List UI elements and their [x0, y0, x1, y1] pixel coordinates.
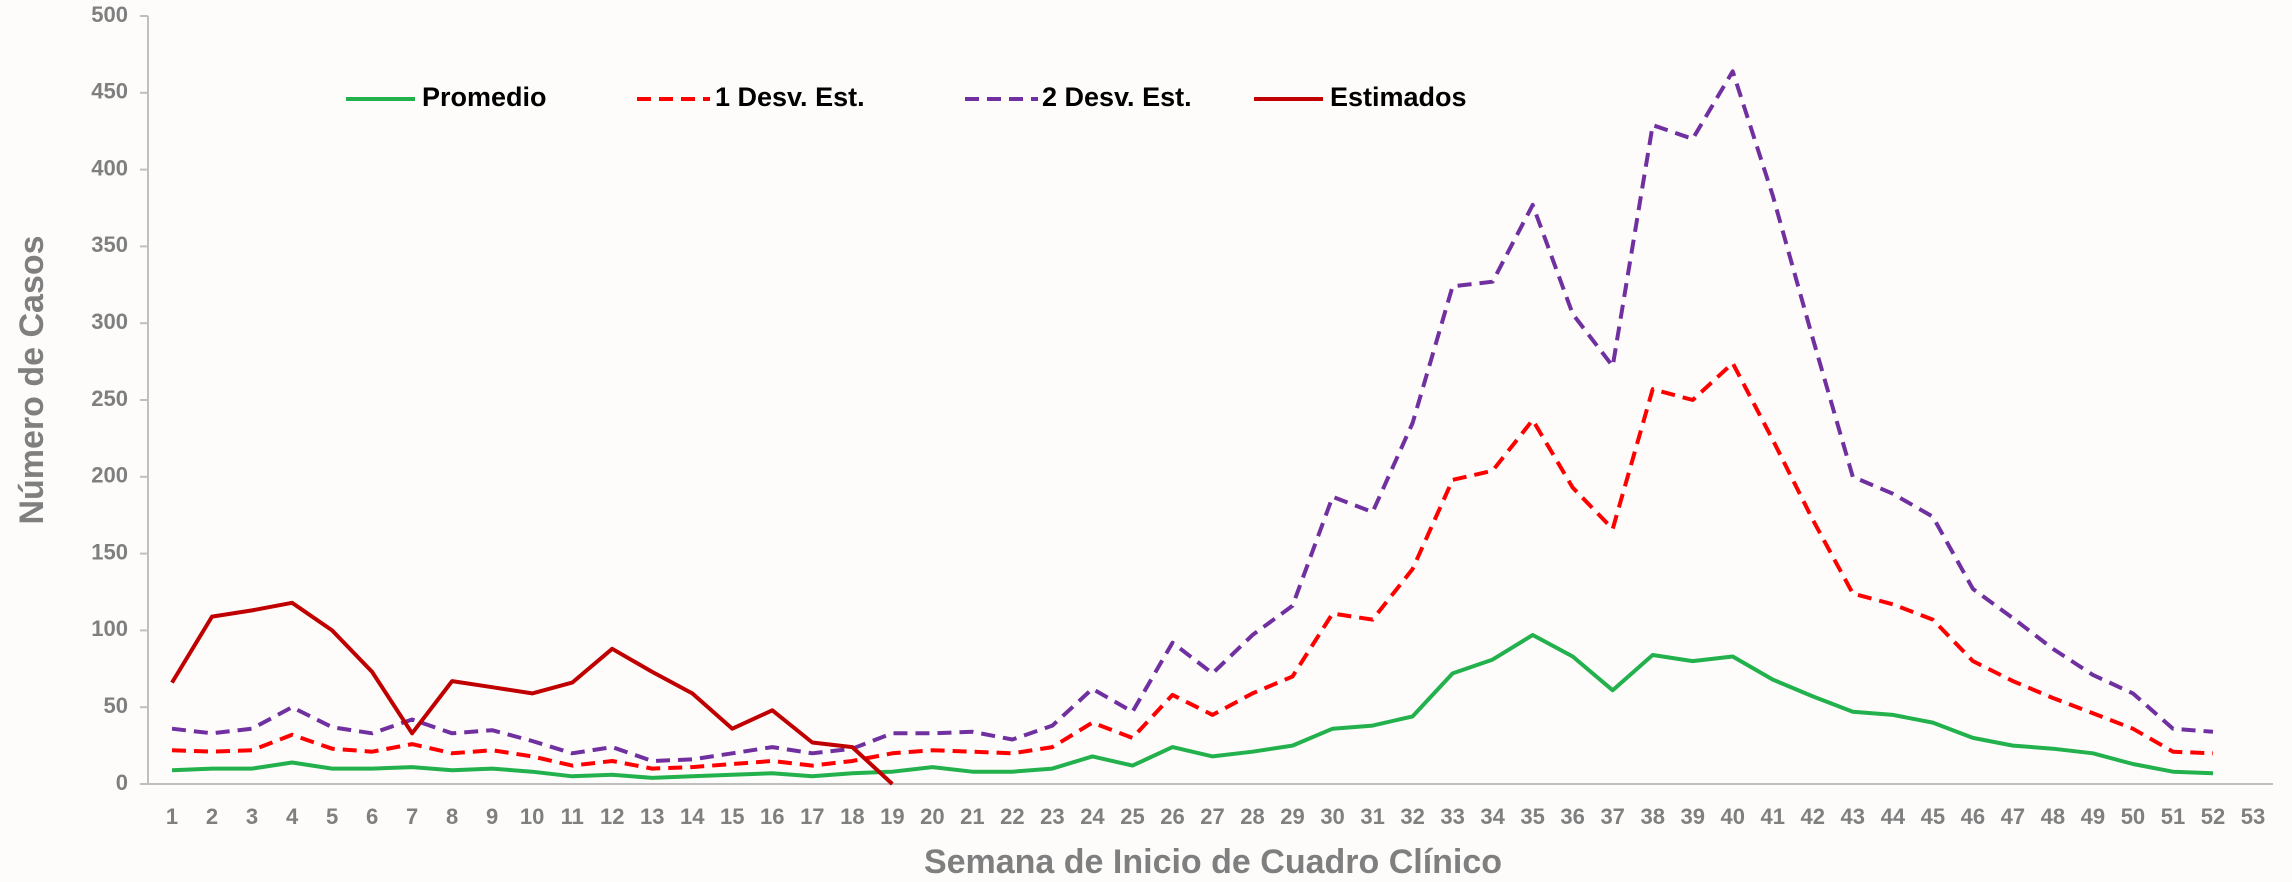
x-tick-label: 13	[640, 804, 664, 829]
x-tick-label: 22	[1000, 804, 1024, 829]
x-tick-label: 31	[1360, 804, 1384, 829]
y-tick-label: 400	[91, 155, 128, 180]
x-tick-label: 25	[1120, 804, 1144, 829]
x-tick-label: 44	[1881, 804, 1906, 829]
x-tick-label: 33	[1440, 804, 1464, 829]
series-line	[171, 361, 2214, 771]
x-tick-label: 23	[1040, 804, 1064, 829]
series-line	[171, 633, 2214, 780]
legend-label: Estimados	[1330, 82, 1467, 112]
x-tick-label: 12	[600, 804, 624, 829]
x-tick-label: 14	[680, 804, 705, 829]
x-tick-label: 39	[1680, 804, 1704, 829]
legend-label: 2 Desv. Est.	[1042, 82, 1192, 112]
x-tick-label: 5	[326, 804, 338, 829]
legend-label: Promedio	[422, 82, 547, 112]
x-tick-label: 17	[800, 804, 824, 829]
y-tick-label: 100	[91, 616, 128, 641]
x-tick-label: 29	[1280, 804, 1304, 829]
x-tick-label: 53	[2241, 804, 2265, 829]
x-tick-label: 10	[520, 804, 544, 829]
x-tick-label: 46	[1961, 804, 1985, 829]
x-tick-label: 30	[1320, 804, 1344, 829]
x-tick-label: 34	[1480, 804, 1505, 829]
y-tick-label: 150	[91, 539, 128, 564]
x-tick-label: 48	[2041, 804, 2065, 829]
y-tick-label: 300	[91, 309, 128, 334]
x-tick-label: 1	[166, 804, 178, 829]
y-tick-label: 200	[91, 463, 128, 488]
x-tick-label: 7	[406, 804, 418, 829]
x-tick-label: 40	[1721, 804, 1745, 829]
x-tick-label: 27	[1200, 804, 1224, 829]
y-tick-label: 450	[91, 79, 128, 104]
x-tick-label: 21	[960, 804, 984, 829]
x-tick-label: 32	[1400, 804, 1424, 829]
y-tick-label: 250	[91, 386, 128, 411]
x-tick-label: 50	[2121, 804, 2145, 829]
x-tick-label: 24	[1080, 804, 1105, 829]
x-tick-label: 2	[206, 804, 218, 829]
y-tick-label: 500	[91, 2, 128, 27]
x-tick-label: 43	[1841, 804, 1865, 829]
x-tick-label: 37	[1600, 804, 1624, 829]
x-tick-label: 35	[1520, 804, 1544, 829]
y-tick-label: 50	[104, 693, 128, 718]
x-tick-label: 15	[720, 804, 744, 829]
x-tick-label: 18	[840, 804, 864, 829]
x-tick-label: 20	[920, 804, 944, 829]
x-tick-label: 28	[1240, 804, 1264, 829]
x-tick-label: 4	[286, 804, 299, 829]
x-tick-label: 52	[2201, 804, 2225, 829]
x-tick-label: 9	[486, 804, 498, 829]
series-line	[171, 69, 2214, 763]
x-tick-label: 3	[246, 804, 258, 829]
x-tick-label: 51	[2161, 804, 2185, 829]
y-tick-label: 0	[116, 770, 128, 795]
x-tick-label: 47	[2001, 804, 2025, 829]
x-axis-title: Semana de Inicio de Cuadro Clínico	[924, 843, 1502, 881]
x-tick-label: 11	[561, 804, 584, 829]
legend-label: 1 Desv. Est.	[715, 82, 865, 112]
x-tick-label: 26	[1160, 804, 1184, 829]
x-tick-label: 41	[1761, 804, 1785, 829]
x-tick-label: 36	[1560, 804, 1584, 829]
x-tick-label: 42	[1801, 804, 1825, 829]
x-tick-label: 49	[2081, 804, 2105, 829]
x-tick-label: 16	[760, 804, 784, 829]
y-axis-title: Número de Casos	[13, 235, 51, 524]
x-tick-label: 38	[1640, 804, 1664, 829]
x-tick-label: 19	[880, 804, 904, 829]
x-tick-label: 45	[1921, 804, 1945, 829]
x-tick-label: 6	[366, 804, 378, 829]
x-tick-label: 8	[446, 804, 458, 829]
y-tick-label: 350	[91, 232, 128, 257]
series-line	[170, 600, 894, 786]
